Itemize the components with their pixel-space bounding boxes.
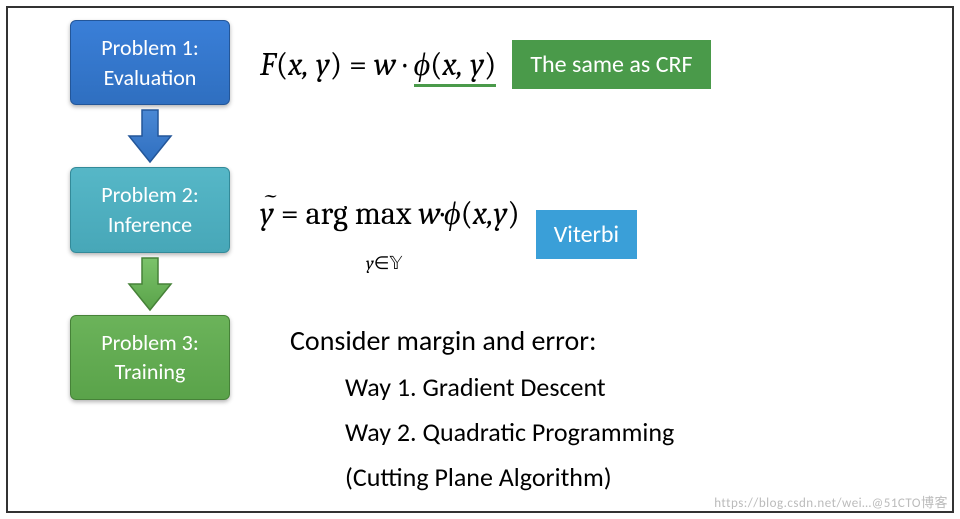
formula-evaluation: F(x, y) = w · ϕ(x, y) (260, 46, 496, 83)
sym-arg: arg (306, 195, 355, 232)
problem-3-subtitle: Training (79, 357, 221, 387)
training-way2b: (Cutting Plane Algorithm) (345, 458, 674, 497)
problem-1-subtitle: Evaluation (79, 63, 221, 93)
training-text-block: Consider margin and error: Way 1. Gradie… (290, 320, 674, 497)
problem-2-title: Problem 2: (79, 180, 221, 210)
problem-1-box: Problem 1: Evaluation (70, 20, 230, 105)
problem-1-title: Problem 1: (79, 33, 221, 63)
training-way1: Way 1. Gradient Descent (345, 368, 674, 407)
sym-ytilde: y (260, 195, 274, 232)
sym-eq2: = (274, 195, 306, 232)
sym-xy2: x, y (442, 46, 484, 83)
sym-w2: w (411, 195, 440, 232)
sym-dot: · (396, 46, 413, 83)
problem-3-title: Problem 3: (79, 328, 221, 358)
sym-close3: ) (507, 195, 519, 232)
arrow-down-icon (125, 108, 175, 164)
sym-open: ( (276, 46, 288, 83)
sym-w: w (374, 46, 396, 83)
tag-viterbi: Viterbi (536, 210, 637, 259)
sym-xy: x, y (288, 46, 330, 83)
sym-open3: ( (461, 195, 473, 232)
watermark: https://blog.csdn.net/wei…@51CTO博客 (714, 492, 948, 511)
sym-close: ) (330, 46, 342, 83)
sym-sub-y: y (366, 253, 374, 274)
sym-open2: ( (430, 46, 442, 83)
arrow-2-wrap (125, 253, 175, 315)
sym-xy3: x,y (473, 195, 508, 232)
left-column: Problem 1: Evaluation Problem 2: Inferen… (70, 20, 230, 400)
sym-phi: ϕ (414, 46, 431, 83)
sym-eq: = (342, 46, 374, 83)
problem-3-box: Problem 3: Training (70, 315, 230, 400)
tag-crf: The same as CRF (512, 40, 710, 89)
training-heading: Consider margin and error: (290, 320, 674, 362)
formula-inference: y = arg maxy∈𝕐 w·ϕ(x,y) (260, 195, 520, 274)
arrow-down-icon (125, 256, 175, 312)
sym-max: max (355, 195, 412, 232)
sym-sub-in: ∈ (374, 253, 390, 274)
problem-2-box: Problem 2: Inference (70, 167, 230, 252)
sym-F: F (260, 46, 276, 83)
sym-phi2: ϕ (444, 195, 461, 232)
sym-close2: ) (484, 46, 496, 83)
problem-2-subtitle: Inference (79, 210, 221, 240)
arrow-1-wrap (125, 105, 175, 167)
sym-sub-Y: 𝕐 (389, 253, 400, 273)
training-way2a: Way 2. Quadratic Programming (345, 413, 674, 452)
row-inference: y = arg maxy∈𝕐 w·ϕ(x,y) Viterbi (260, 195, 637, 274)
row-evaluation: F(x, y) = w · ϕ(x, y) The same as CRF (260, 40, 711, 89)
